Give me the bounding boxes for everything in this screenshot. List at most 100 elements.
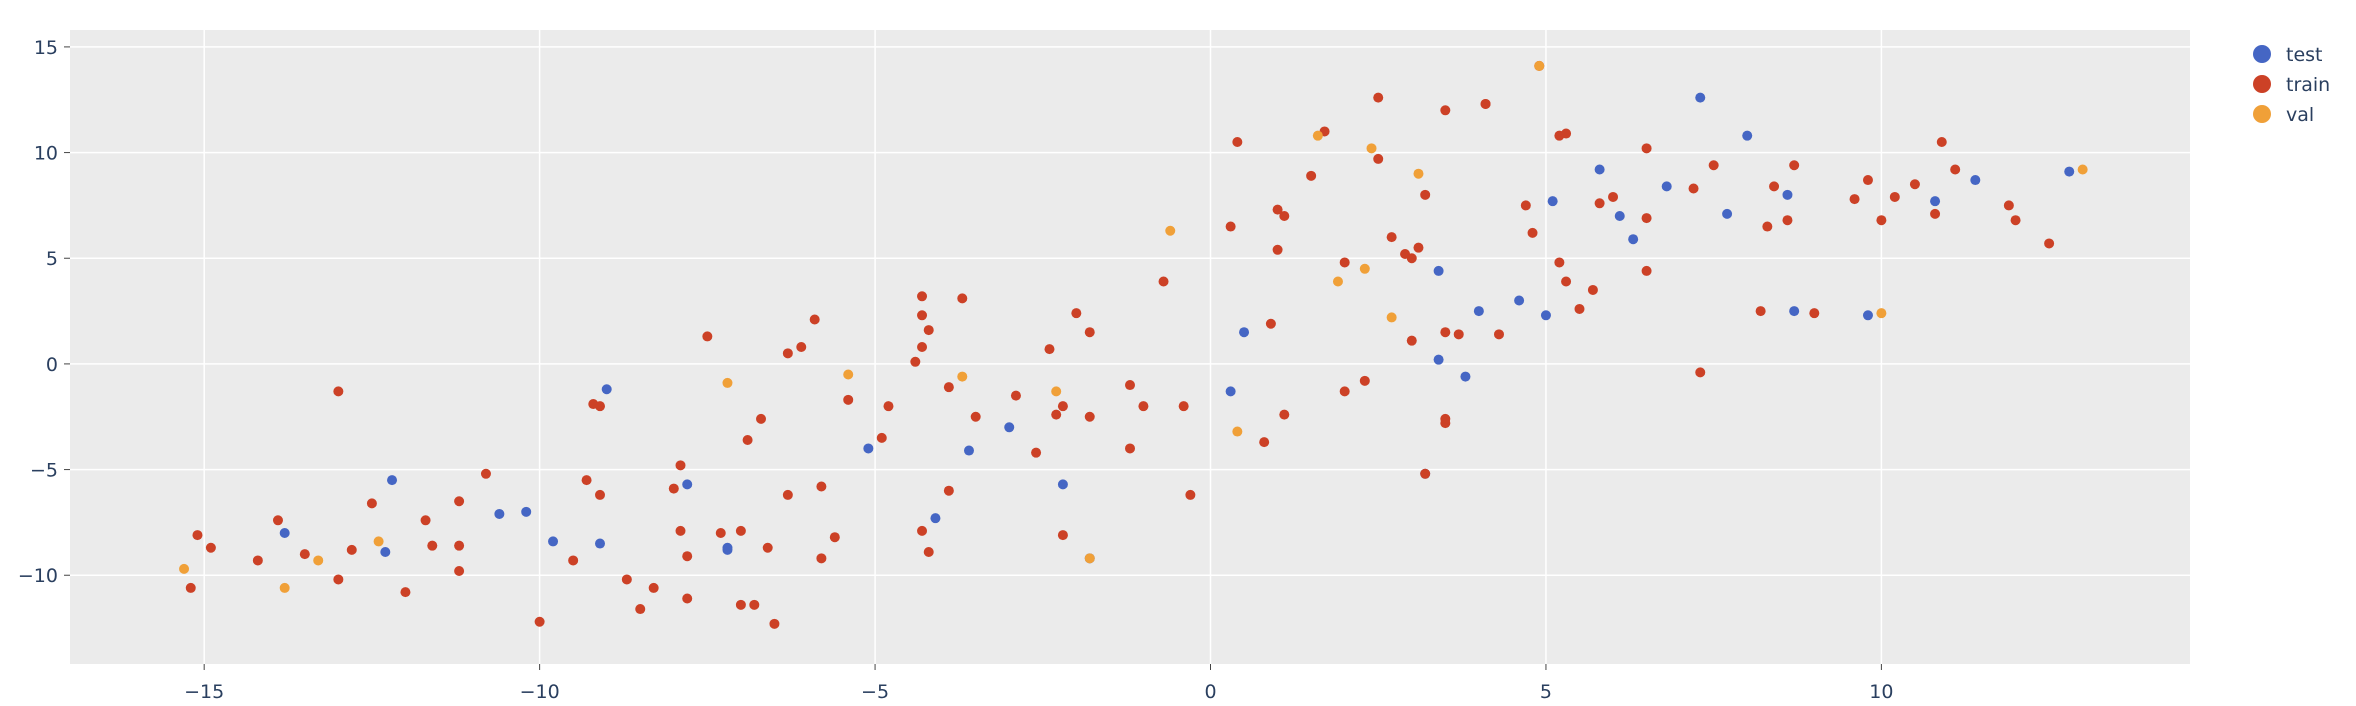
legend[interactable]: test train val xyxy=(2253,44,2330,126)
test-point[interactable] xyxy=(722,544,733,555)
train-point[interactable] xyxy=(299,549,310,560)
test-point[interactable] xyxy=(521,506,532,517)
train-point[interactable] xyxy=(1339,257,1350,268)
test-point[interactable] xyxy=(1862,310,1873,321)
train-point[interactable] xyxy=(682,551,693,562)
train-point[interactable] xyxy=(454,540,465,551)
train-point[interactable] xyxy=(595,489,605,500)
train-point[interactable] xyxy=(480,468,491,479)
train-point[interactable] xyxy=(1594,198,1605,209)
train-point[interactable] xyxy=(923,325,934,336)
val-point[interactable] xyxy=(843,369,854,380)
test-point[interactable] xyxy=(380,546,391,557)
train-point[interactable] xyxy=(1453,329,1464,340)
train-point[interactable] xyxy=(1232,137,1243,148)
train-point[interactable] xyxy=(809,314,820,325)
val-point[interactable] xyxy=(1332,276,1343,287)
train-point[interactable] xyxy=(1708,160,1719,171)
train-point[interactable] xyxy=(829,532,840,543)
train-point[interactable] xyxy=(917,525,928,536)
test-point[interactable] xyxy=(1514,295,1525,306)
train-point[interactable] xyxy=(333,386,344,397)
test-point[interactable] xyxy=(1628,234,1639,245)
train-point[interactable] xyxy=(1930,208,1941,219)
train-point[interactable] xyxy=(749,599,760,610)
legend-item-val[interactable]: val xyxy=(2253,104,2314,126)
train-point[interactable] xyxy=(420,515,431,526)
train-point[interactable] xyxy=(762,542,773,553)
train-point[interactable] xyxy=(534,616,545,627)
val-point[interactable] xyxy=(722,377,733,388)
train-point[interactable] xyxy=(876,432,887,443)
train-point[interactable] xyxy=(1440,327,1451,338)
train-point[interactable] xyxy=(1695,367,1706,378)
train-point[interactable] xyxy=(1084,411,1095,422)
train-point[interactable] xyxy=(1125,443,1135,454)
train-point[interactable] xyxy=(1641,265,1652,276)
train-point[interactable] xyxy=(1265,318,1276,329)
val-point[interactable] xyxy=(1084,553,1095,564)
val-point[interactable] xyxy=(1232,426,1243,437)
train-point[interactable] xyxy=(782,489,793,500)
train-point[interactable] xyxy=(1876,215,1887,226)
train-point[interactable] xyxy=(1527,227,1538,238)
train-point[interactable] xyxy=(1057,530,1068,541)
train-point[interactable] xyxy=(843,394,854,405)
train-point[interactable] xyxy=(1420,189,1431,200)
test-point[interactable] xyxy=(2064,166,2075,177)
val-point[interactable] xyxy=(279,582,290,593)
test-point[interactable] xyxy=(682,479,693,490)
train-point[interactable] xyxy=(917,291,928,302)
val-point[interactable] xyxy=(1386,312,1397,323)
train-point[interactable] xyxy=(682,593,693,604)
val-point[interactable] xyxy=(2077,164,2088,175)
train-point[interactable] xyxy=(910,356,921,367)
test-point[interactable] xyxy=(1722,208,1733,219)
train-point[interactable] xyxy=(1413,242,1424,253)
train-point[interactable] xyxy=(1225,221,1236,232)
val-point[interactable] xyxy=(1876,308,1887,319)
train-point[interactable] xyxy=(1272,244,1283,255)
val-point[interactable] xyxy=(957,371,968,382)
train-point[interactable] xyxy=(742,434,753,445)
train-point[interactable] xyxy=(1339,386,1350,397)
train-point[interactable] xyxy=(1272,204,1283,215)
train-point[interactable] xyxy=(648,582,659,593)
test-point[interactable] xyxy=(1930,196,1941,207)
train-point[interactable] xyxy=(252,555,263,566)
train-point[interactable] xyxy=(1641,143,1652,154)
train-point[interactable] xyxy=(1755,306,1766,317)
train-point[interactable] xyxy=(1406,335,1417,346)
train-point[interactable] xyxy=(735,525,746,536)
train-point[interactable] xyxy=(333,574,344,585)
train-point[interactable] xyxy=(1608,191,1619,202)
test-point[interactable] xyxy=(494,508,505,519)
train-point[interactable] xyxy=(1125,380,1135,391)
train-point[interactable] xyxy=(756,413,767,424)
train-point[interactable] xyxy=(1279,210,1290,221)
test-point[interactable] xyxy=(1433,354,1444,365)
val-point[interactable] xyxy=(1359,263,1370,274)
train-point[interactable] xyxy=(1762,221,1773,232)
train-point[interactable] xyxy=(346,544,357,555)
train-point[interactable] xyxy=(782,348,793,359)
train-point[interactable] xyxy=(185,582,196,593)
train-point[interactable] xyxy=(1010,390,1021,401)
val-point[interactable] xyxy=(1413,168,1424,179)
val-point[interactable] xyxy=(1366,143,1377,154)
test-point[interactable] xyxy=(1239,327,1250,338)
train-point[interactable] xyxy=(2010,215,2021,226)
legend-item-test[interactable]: test xyxy=(2253,44,2323,66)
val-point[interactable] xyxy=(179,563,190,574)
train-point[interactable] xyxy=(816,481,827,492)
train-point[interactable] xyxy=(1386,232,1397,243)
test-point[interactable] xyxy=(1970,175,1981,186)
train-point[interactable] xyxy=(675,460,686,471)
train-point[interactable] xyxy=(1178,401,1189,412)
test-point[interactable] xyxy=(1460,371,1471,382)
val-point[interactable] xyxy=(1051,386,1062,397)
test-point[interactable] xyxy=(930,513,941,524)
train-point[interactable] xyxy=(1185,489,1196,500)
train-point[interactable] xyxy=(1849,194,1860,205)
train-point[interactable] xyxy=(2003,200,2014,211)
